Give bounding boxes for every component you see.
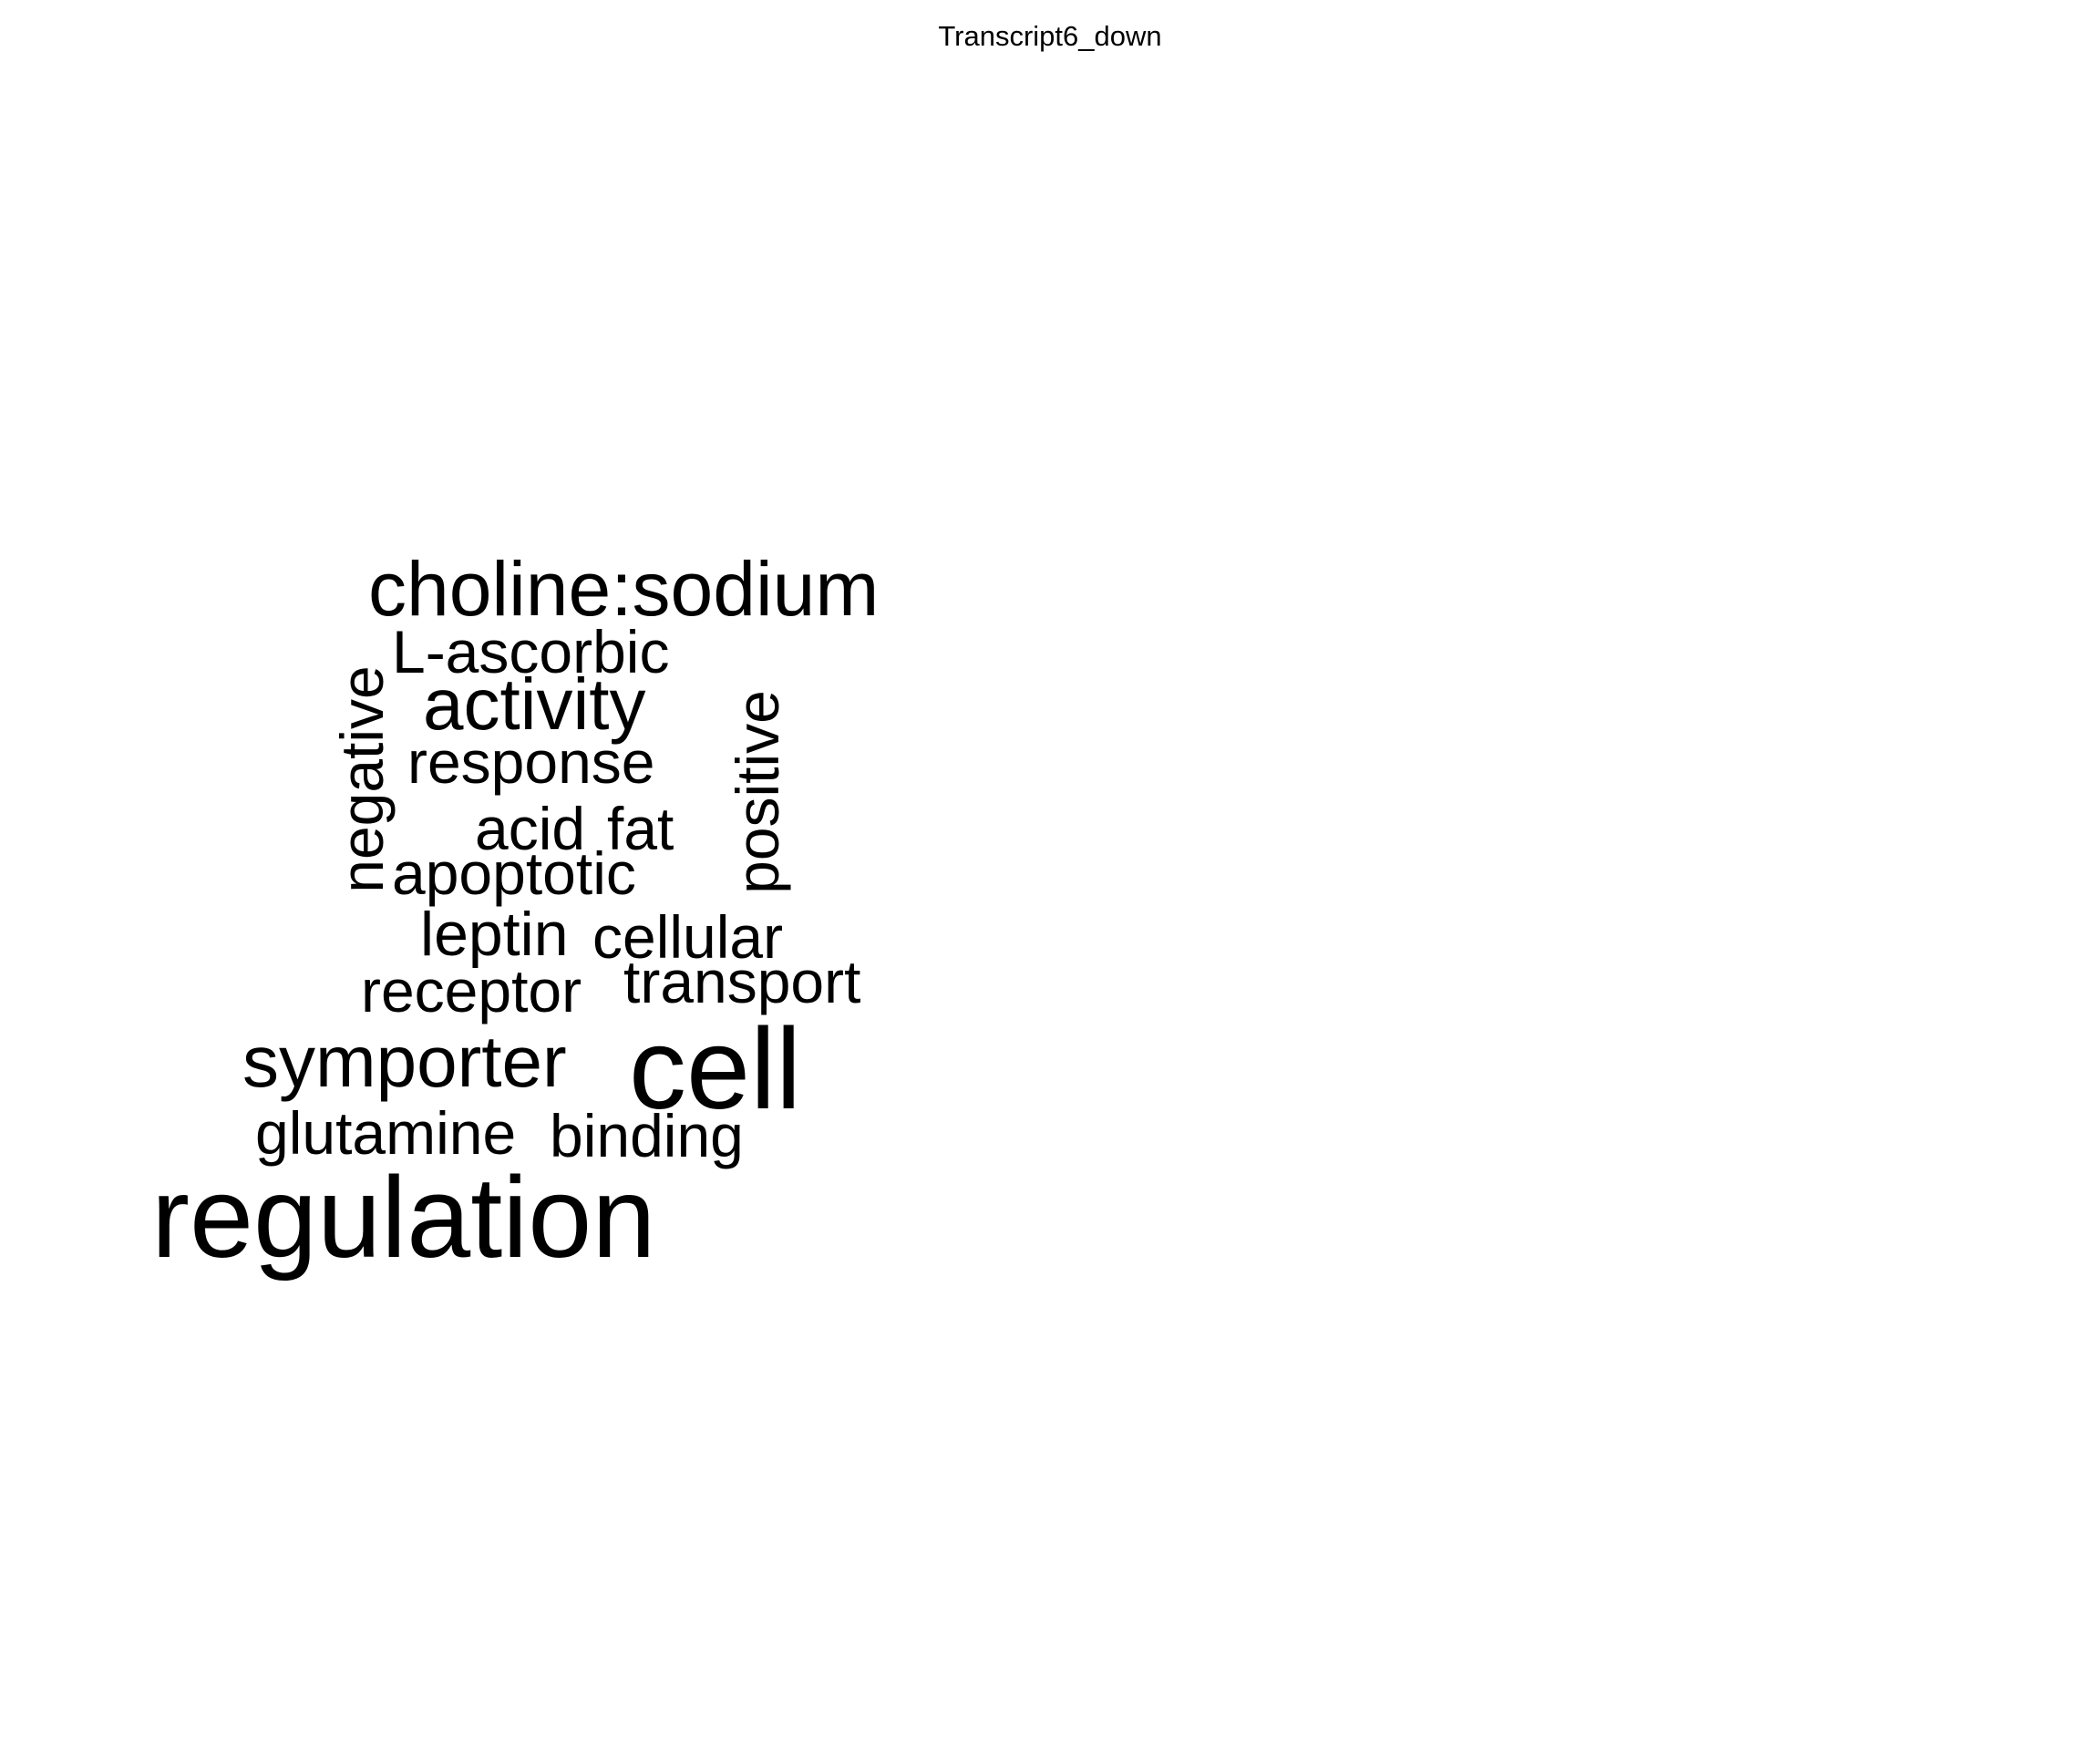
word-regulation: regulation <box>151 1153 656 1282</box>
word-positive: positive <box>724 690 791 894</box>
word-cell: cell <box>629 1004 802 1133</box>
word-receptor: receptor <box>361 957 582 1024</box>
word-fat: fat <box>607 795 674 862</box>
word-symporter: symporter <box>242 1021 567 1102</box>
word-l-ascorbic: L-ascorbic <box>392 618 670 685</box>
word-acid: acid <box>475 795 586 862</box>
word-glutamine: glutamine <box>255 1099 517 1167</box>
word-choline-sodium: choline:sodium <box>368 546 880 632</box>
word-activity: activity <box>423 664 646 745</box>
word-binding: binding <box>550 1102 744 1169</box>
word-apoptotic: apoptotic <box>392 839 636 907</box>
plot-title: Transcript6_down <box>938 20 1162 52</box>
word-cellular: cellular <box>592 903 784 971</box>
word-negative: negative <box>328 665 396 893</box>
word-leptin: leptin <box>420 900 569 969</box>
word-transport: transport <box>623 948 861 1015</box>
word-response: response <box>407 728 655 796</box>
